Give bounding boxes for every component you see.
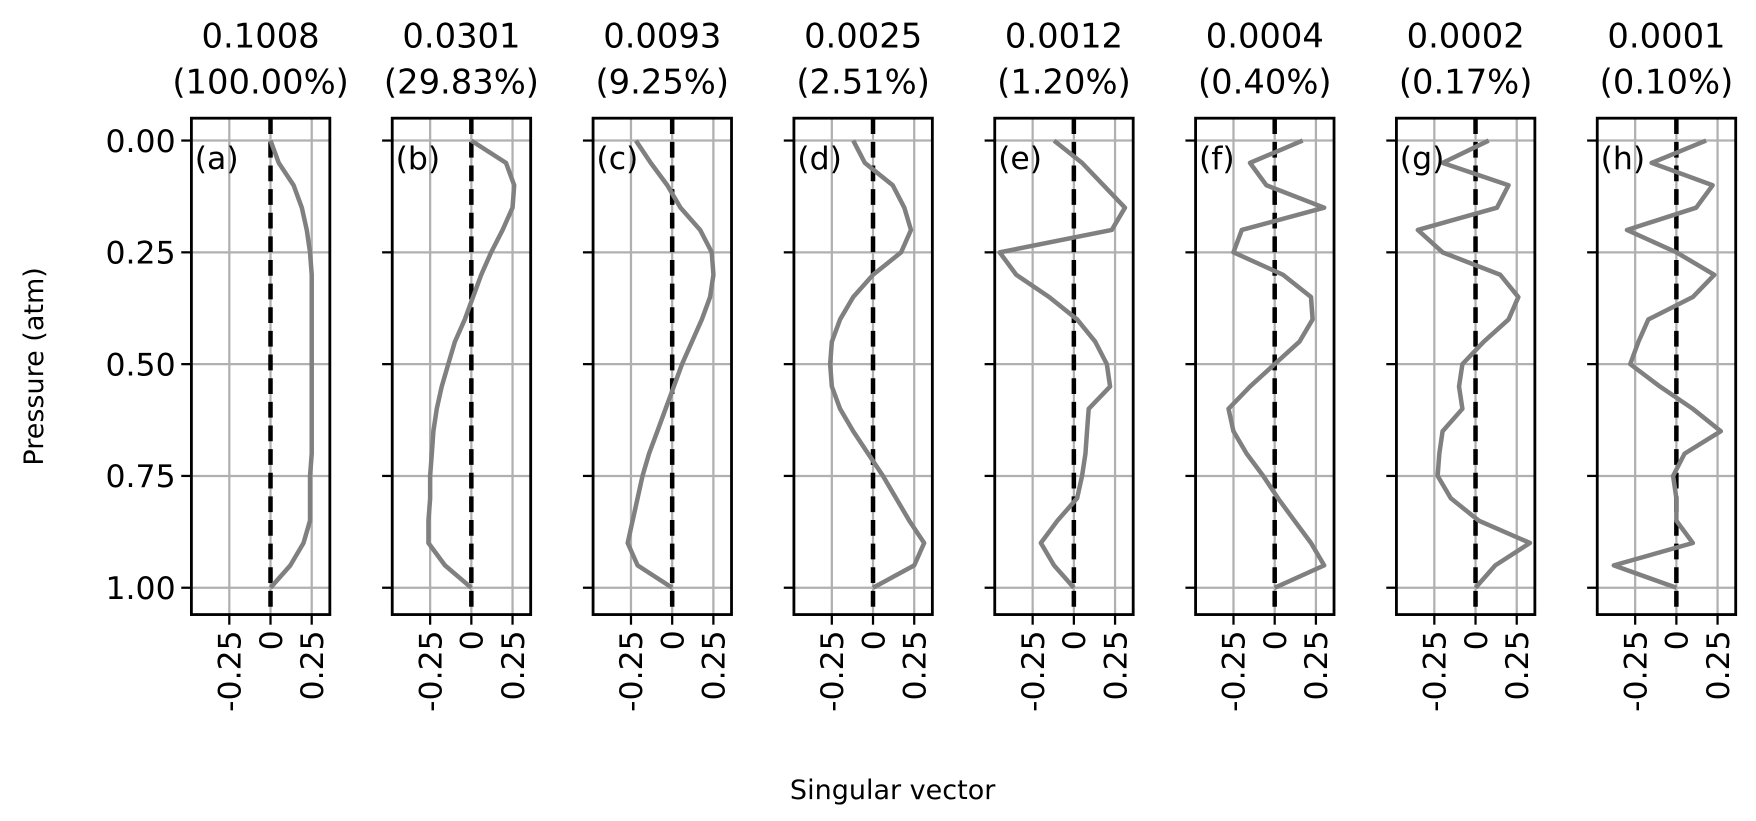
series-line (827, 139, 927, 590)
panel-subtitle: (0.17%) (1399, 62, 1533, 101)
x-tick-label: -0.25 (1618, 630, 1654, 712)
panel-title: 0.0004 (1206, 16, 1324, 55)
x-tick-label: 0 (1660, 630, 1696, 650)
panel-label: (b) (396, 141, 441, 177)
x-tick-label: 0 (856, 630, 892, 650)
x-tick-label: -0.25 (1016, 630, 1052, 712)
x-tick-label: 0.25 (1299, 630, 1335, 700)
plot-frame (591, 116, 733, 616)
x-tick-label: 0 (655, 630, 691, 650)
panel-subtitle: (0.40%) (1198, 62, 1332, 101)
panel-subtitle: (100.00%) (172, 62, 348, 101)
series-line (1611, 138, 1724, 590)
x-tick-label: 0 (254, 630, 290, 650)
panel-title: 0.0001 (1607, 16, 1725, 55)
panel-subtitle: (0.10%) (1600, 62, 1734, 101)
series-line (426, 138, 517, 590)
x-tick-label: 0 (455, 630, 491, 650)
x-tick-label: -0.25 (413, 630, 449, 712)
y-tick-label: 0.50 (105, 347, 175, 383)
x-tick-label: 0.25 (1098, 630, 1134, 700)
panel-label: (f) (1199, 141, 1235, 177)
series-line (1226, 138, 1327, 590)
plot-frame (1595, 116, 1738, 616)
x-tick-label: 0 (1057, 630, 1093, 650)
x-tick-label: 0.25 (697, 630, 733, 700)
panel-title: 0.1008 (202, 16, 320, 55)
series-line (1415, 138, 1533, 590)
panel-label: (h) (1601, 141, 1646, 177)
y-tick-label: 0.00 (105, 124, 175, 160)
series-line (997, 138, 1128, 590)
x-tick-label: -0.25 (1418, 630, 1454, 712)
panel-title: 0.0093 (603, 16, 721, 55)
plot-frame (189, 116, 332, 616)
series-line (268, 139, 314, 590)
panel-label: (a) (195, 141, 239, 177)
x-tick-label: -0.25 (1217, 630, 1253, 712)
panel-label: (e) (998, 141, 1042, 177)
panel-subtitle: (2.51%) (796, 62, 930, 101)
plot-frame (390, 116, 533, 616)
y-tick-label: 1.00 (105, 571, 175, 607)
panel-title: 0.0012 (1005, 16, 1123, 55)
x-tick-label: 0.25 (496, 630, 532, 700)
panel-title: 0.0301 (402, 16, 520, 55)
panel-subtitle: (9.25%) (596, 62, 730, 101)
x-tick-label: -0.25 (213, 630, 249, 712)
panel-subtitle: (1.20%) (997, 62, 1131, 101)
panel-title: 0.0025 (804, 16, 922, 55)
plot-frame (792, 116, 934, 616)
panel-subtitle: (29.83%) (384, 62, 539, 101)
panel-label: (g) (1400, 141, 1445, 177)
x-tick-label: 0.25 (1701, 630, 1737, 700)
plot-frame (993, 116, 1135, 616)
plot-frame (1194, 116, 1336, 616)
x-tick-label: 0.25 (897, 630, 933, 700)
panel-title: 0.0002 (1407, 16, 1525, 55)
y-tick-label: 0.25 (105, 236, 175, 272)
x-tick-label: 0.25 (295, 630, 331, 700)
x-tick-label: -0.25 (614, 630, 650, 712)
y-tick-label: 0.75 (105, 459, 175, 495)
x-tick-label: 0.25 (1500, 630, 1536, 700)
plot-frame (1395, 116, 1537, 616)
panel-label: (d) (797, 141, 842, 177)
x-tick-label: 0 (1459, 630, 1495, 650)
x-tick-label: -0.25 (815, 630, 851, 712)
panel-label: (c) (596, 141, 638, 177)
x-axis-label: Singular vector (790, 775, 996, 806)
series-line (625, 139, 716, 590)
x-tick-label: 0 (1258, 630, 1294, 650)
y-axis-label: Pressure (atm) (19, 267, 50, 465)
